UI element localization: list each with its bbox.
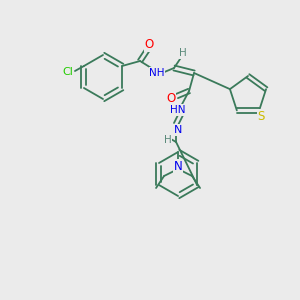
Text: O: O — [167, 92, 176, 104]
Text: S: S — [257, 110, 265, 123]
Text: N: N — [174, 160, 182, 172]
Text: H: H — [164, 135, 172, 145]
Text: NH: NH — [149, 68, 165, 78]
Text: N: N — [174, 125, 182, 135]
Text: H: H — [179, 48, 187, 58]
Text: O: O — [144, 38, 154, 52]
Text: Cl: Cl — [62, 67, 74, 77]
Text: HN: HN — [170, 105, 186, 115]
